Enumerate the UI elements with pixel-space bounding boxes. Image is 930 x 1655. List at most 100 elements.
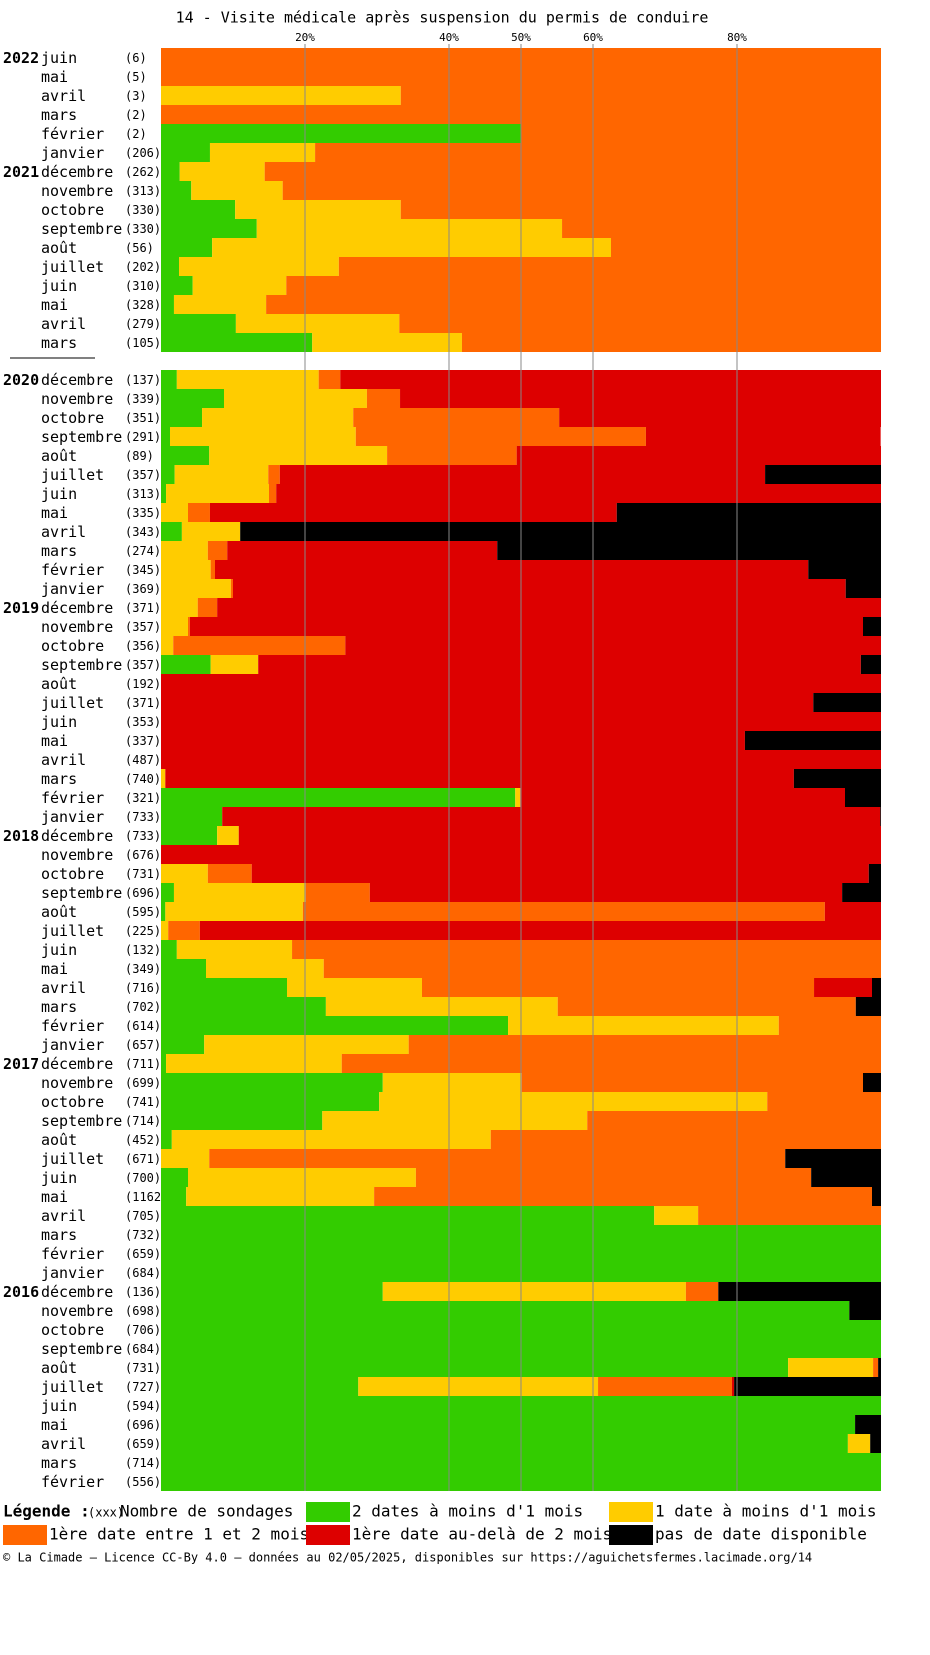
x-tick-label: 60% — [583, 31, 603, 44]
bar-segment — [161, 1282, 383, 1301]
bar-segment — [188, 1168, 416, 1187]
bar-segment — [161, 1377, 359, 1396]
count-label: (3) — [125, 89, 147, 103]
bar-segment — [872, 978, 881, 997]
bar-segment — [179, 257, 339, 276]
bar-segment — [340, 370, 881, 389]
legend-label: 1ère date entre 1 et 2 mois — [49, 1525, 309, 1544]
bar-segment — [269, 484, 277, 503]
category-label: novembre — [41, 390, 113, 408]
category-label: mai — [41, 296, 68, 314]
bar-segment — [161, 788, 516, 807]
bar-segment — [217, 598, 881, 617]
bar-segment — [587, 1111, 881, 1130]
category-label: mars — [41, 770, 77, 788]
bar-segment — [166, 484, 269, 503]
count-label: (274) — [125, 544, 161, 558]
count-label: (262) — [125, 165, 161, 179]
count-label: (676) — [125, 848, 161, 862]
bar-segment — [312, 333, 462, 352]
category-label: septembre — [41, 656, 122, 674]
count-label: (700) — [125, 1171, 161, 1185]
bar-segment — [161, 1073, 383, 1092]
bar-segment — [224, 389, 367, 408]
bar-segment — [161, 1111, 323, 1130]
category-label: décembre — [41, 371, 113, 389]
bar-segment — [292, 940, 881, 959]
bar-segment — [345, 636, 881, 655]
bar-segment — [171, 1130, 491, 1149]
legend-swatch — [306, 1502, 350, 1522]
bar-segment — [461, 333, 881, 352]
bar-segment — [207, 541, 228, 560]
count-label: (2) — [125, 108, 147, 122]
count-label: (345) — [125, 563, 161, 577]
year-label: 2017 — [3, 1055, 39, 1073]
bar-segment — [400, 389, 881, 408]
bar-segment — [174, 465, 269, 484]
bar-segment — [217, 826, 239, 845]
bar-segment — [215, 560, 809, 579]
bar-segment — [161, 598, 198, 617]
bar-segment — [808, 560, 881, 579]
category-label: septembre — [41, 428, 122, 446]
count-label: (330) — [125, 203, 161, 217]
bar-segment — [268, 465, 280, 484]
bar-segment — [161, 1301, 850, 1320]
category-label: février — [41, 1017, 104, 1035]
legend-swatch — [609, 1525, 653, 1545]
category-label: février — [41, 561, 104, 579]
category-label: juin — [41, 49, 77, 67]
count-label: (137) — [125, 373, 161, 387]
category-label: avril — [41, 1435, 86, 1453]
bar-segment — [811, 1168, 881, 1187]
bar-segment — [256, 219, 563, 238]
legend-label: 1 date à moins d'1 mois — [655, 1502, 877, 1521]
bar-segment — [353, 408, 560, 427]
count-label: (731) — [125, 1361, 161, 1375]
count-label: (594) — [125, 1399, 161, 1413]
category-label: mai — [41, 960, 68, 978]
bar-segment — [399, 314, 881, 333]
count-label: (328) — [125, 298, 161, 312]
count-label: (56) — [125, 241, 154, 255]
bar-segment — [872, 1187, 881, 1206]
bar-segment — [202, 408, 354, 427]
category-label: août — [41, 1131, 77, 1149]
bar-segment — [251, 864, 869, 883]
bar-segment — [209, 143, 316, 162]
bar-segment — [161, 1358, 789, 1377]
count-label: (5) — [125, 70, 147, 84]
year-label: 2021 — [3, 163, 39, 181]
footer: © La Cimade — Licence CC-By 4.0 — donnée… — [3, 1551, 812, 1565]
category-label: décembre — [41, 163, 113, 181]
bar-segment — [520, 788, 845, 807]
count-label: (192) — [125, 677, 161, 691]
bar-segment — [279, 465, 766, 484]
count-label: (349) — [125, 962, 161, 976]
category-label: mars — [41, 1454, 77, 1472]
count-label: (310) — [125, 279, 161, 293]
count-label: (371) — [125, 696, 161, 710]
bar-segment — [161, 181, 192, 200]
bar-segment — [813, 693, 881, 712]
category-label: mai — [41, 68, 68, 86]
bar-segment — [598, 1377, 732, 1396]
bar-segment — [860, 655, 881, 674]
bar-segment — [161, 997, 326, 1016]
count-label: (357) — [125, 658, 161, 672]
bar-segment — [161, 617, 188, 636]
category-label: septembre — [41, 220, 122, 238]
bar-segment — [181, 522, 241, 541]
bar-segment — [168, 921, 200, 940]
count-label: (684) — [125, 1266, 161, 1280]
bar-segment — [415, 1168, 812, 1187]
bar-segment — [744, 731, 881, 750]
category-label: août — [41, 675, 77, 693]
category-label: novembre — [41, 618, 113, 636]
count-label: (452) — [125, 1133, 161, 1147]
bar-segment — [616, 503, 881, 522]
bar-segment — [161, 408, 203, 427]
category-label: avril — [41, 523, 86, 541]
count-label: (357) — [125, 620, 161, 634]
